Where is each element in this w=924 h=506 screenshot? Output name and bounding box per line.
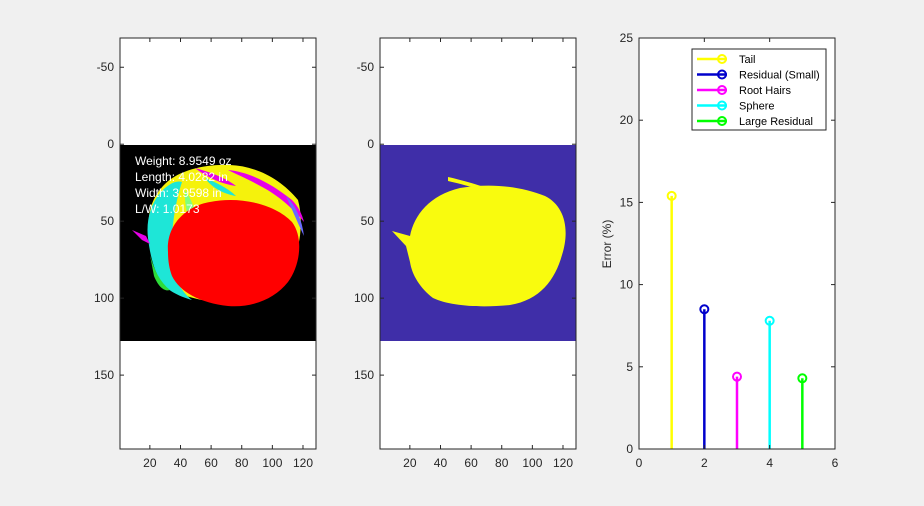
panel-segmented-image: -50 0 50 100 150 20 40 60 80 100 120 Weight: 8.95… <box>94 37 317 470</box>
y-tick-label: 15 <box>620 195 634 209</box>
y-tick-label: -50 <box>357 60 375 74</box>
legend-label: Large Residual <box>739 116 813 128</box>
legend-label: Root Hairs <box>739 85 791 97</box>
x-axis: 0 2 4 6 <box>636 38 839 470</box>
x-tick-label: 60 <box>204 456 218 470</box>
segmented-fruit <box>132 164 304 307</box>
y-tick-label: 0 <box>367 137 374 151</box>
annotation-width: Width: 3.9598 in <box>135 186 222 200</box>
y-axis: 0 5 10 15 20 25 <box>620 31 835 456</box>
y-axis-label: Error (%) <box>600 220 614 269</box>
x-tick-label: 100 <box>522 456 542 470</box>
annotation-weight: Weight: 8.9549 oz <box>135 154 232 168</box>
x-tick-label: 20 <box>143 456 157 470</box>
y-tick-label: 150 <box>94 368 114 382</box>
axes-box <box>638 37 836 450</box>
x-tick-label: 80 <box>235 456 249 470</box>
legend-entry: Large Residual <box>697 116 813 128</box>
y-axis: -50 0 50 100 150 <box>94 60 316 382</box>
x-tick-label: 40 <box>434 456 448 470</box>
fruit-mask <box>392 185 566 307</box>
apple-region <box>167 200 300 307</box>
x-tick-label: 4 <box>766 456 773 470</box>
x-axis: 20 40 60 80 100 120 <box>143 38 313 470</box>
y-tick-label: 50 <box>101 214 115 228</box>
legend-entry: Sphere <box>697 100 774 113</box>
stem-marker <box>666 190 677 201</box>
y-axis: -50 0 50 100 150 <box>354 60 576 382</box>
measurement-annotations: Weight: 8.9549 oz Length: 4.0282 in Widt… <box>135 154 232 216</box>
x-tick-label: 20 <box>403 456 417 470</box>
y-tick-label: 0 <box>626 442 633 456</box>
legend-marker <box>717 100 727 111</box>
axes-box <box>379 37 577 450</box>
annotation-length: Length: 4.0282 in <box>135 170 228 184</box>
stem-tail <box>666 190 677 449</box>
x-tick-label: 0 <box>636 456 643 470</box>
y-tick-label: 10 <box>620 278 634 292</box>
x-tick-label: 120 <box>553 456 573 470</box>
y-tick-label: 50 <box>361 214 375 228</box>
legend-label: Tail <box>739 54 756 66</box>
stem-root-hairs <box>732 371 742 449</box>
legend-marker <box>717 85 727 95</box>
y-tick-label: 20 <box>620 113 634 127</box>
y-tick-label: -50 <box>97 60 115 74</box>
panel-error-chart: 0 5 10 15 20 25 0 2 4 6 Error (%) Tail Residual (… <box>600 31 839 470</box>
stem-marker <box>732 371 742 382</box>
x-tick-label: 80 <box>495 456 509 470</box>
stem-marker <box>764 315 775 326</box>
stem-sphere <box>764 315 775 449</box>
x-tick-label: 6 <box>832 456 839 470</box>
y-tick-label: 100 <box>354 291 374 305</box>
stem-marker <box>699 304 710 315</box>
stem-marker <box>797 373 808 384</box>
legend-entry: Root Hairs <box>697 85 791 97</box>
legend-marker <box>717 116 727 126</box>
legend-entry: Tail <box>697 54 756 66</box>
stem-residual-small <box>699 304 710 449</box>
axes-box <box>119 37 317 450</box>
y-tick-label: 5 <box>626 360 633 374</box>
legend: Tail Residual (Small) Root Hairs Sphere Larg… <box>691 48 827 131</box>
legend-marker <box>717 54 727 64</box>
legend-entry: Residual (Small) <box>697 69 820 82</box>
x-tick-label: 2 <box>701 456 708 470</box>
mask-foreground <box>392 177 566 307</box>
y-tick-label: 25 <box>620 31 634 45</box>
legend-marker <box>717 69 727 80</box>
panel-binary-mask: -50 0 50 100 150 20 40 60 80 100 120 <box>354 37 577 470</box>
x-axis: 20 40 60 80 100 120 <box>403 38 573 470</box>
legend-label: Sphere <box>739 101 774 113</box>
y-tick-label: 100 <box>94 291 114 305</box>
stem-large-residual <box>797 373 808 449</box>
x-tick-label: 60 <box>464 456 478 470</box>
x-tick-label: 120 <box>293 456 313 470</box>
y-tick-label: 0 <box>107 137 114 151</box>
x-tick-label: 40 <box>174 456 188 470</box>
tail-mask <box>448 177 520 203</box>
stems <box>666 190 808 449</box>
legend-label: Residual (Small) <box>739 70 820 82</box>
y-tick-label: 150 <box>354 368 374 382</box>
annotation-ratio: L/W: 1.0173 <box>135 202 200 216</box>
x-tick-label: 100 <box>262 456 282 470</box>
